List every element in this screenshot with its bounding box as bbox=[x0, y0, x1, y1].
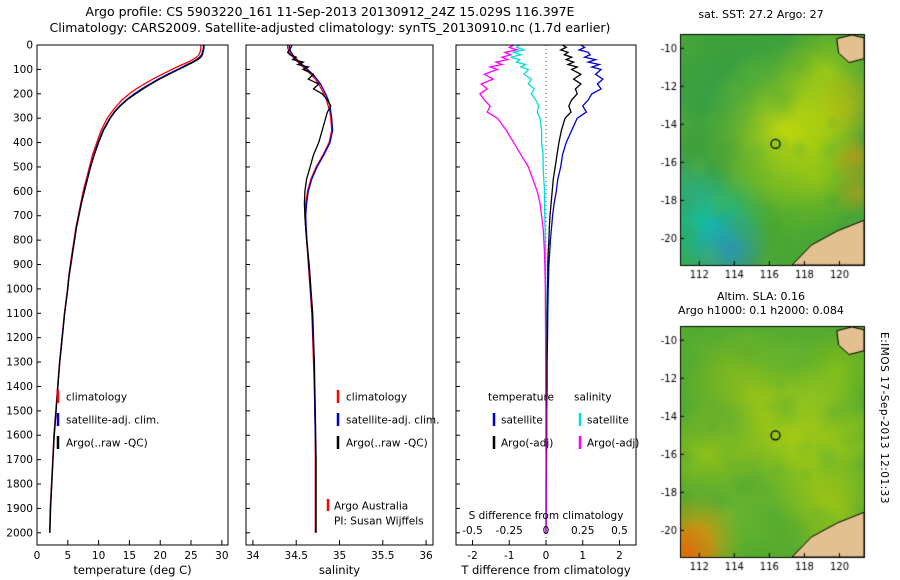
svg-text:1300: 1300 bbox=[6, 357, 33, 369]
svg-text:satellite: satellite bbox=[501, 415, 543, 427]
svg-text:1200: 1200 bbox=[6, 332, 33, 344]
svg-text:1700: 1700 bbox=[6, 454, 33, 466]
svg-text:temperature: temperature bbox=[488, 392, 554, 404]
svg-text:Argo(-adj): Argo(-adj) bbox=[587, 438, 639, 450]
figure-header: Argo profile: CS 5903220_161 11-Sep-2013… bbox=[5, 4, 655, 36]
svg-text:5: 5 bbox=[64, 550, 71, 562]
svg-text:0: 0 bbox=[543, 525, 550, 537]
svg-text:temperature (deg C): temperature (deg C) bbox=[73, 563, 191, 577]
svg-text:salinity: salinity bbox=[319, 563, 360, 577]
svg-text:200: 200 bbox=[13, 88, 33, 100]
sst-map bbox=[648, 28, 874, 284]
plot-title-line2: Climatology: CARS2009. Satellite-adjuste… bbox=[49, 20, 611, 35]
svg-text:34.5: 34.5 bbox=[285, 550, 308, 562]
svg-text:400: 400 bbox=[13, 137, 33, 149]
sst-map-title: sat. SST: 27.2 Argo: 27 bbox=[698, 8, 824, 21]
svg-text:PI: Susan Wijffels: PI: Susan Wijffels bbox=[334, 516, 424, 528]
svg-text:Argo(..raw -QC): Argo(..raw -QC) bbox=[66, 438, 148, 450]
plot-title-line1: Argo profile: CS 5903220_161 11-Sep-2013… bbox=[85, 4, 575, 19]
svg-text:900: 900 bbox=[13, 259, 33, 271]
svg-text:satellite: satellite bbox=[587, 415, 629, 427]
svg-text:30: 30 bbox=[215, 550, 228, 562]
svg-text:36: 36 bbox=[419, 550, 433, 562]
svg-text:-2: -2 bbox=[467, 550, 477, 562]
sla-map-title-line1: Altim. SLA: 0.16 bbox=[716, 290, 806, 303]
svg-text:-0.25: -0.25 bbox=[496, 525, 523, 537]
svg-text:1100: 1100 bbox=[6, 308, 33, 320]
sla-map-title-line2: Argo h1000: 0.1 h2000: 0.084 bbox=[678, 304, 844, 317]
svg-text:T difference from climatology: T difference from climatology bbox=[460, 563, 631, 577]
svg-text:1: 1 bbox=[579, 550, 586, 562]
svg-text:1800: 1800 bbox=[6, 479, 33, 491]
svg-text:satellite-adj. clim.: satellite-adj. clim. bbox=[346, 415, 439, 427]
svg-text:700: 700 bbox=[13, 210, 33, 222]
svg-text:Argo(-adj): Argo(-adj) bbox=[501, 438, 553, 450]
svg-text:1400: 1400 bbox=[6, 381, 33, 393]
svg-text:25: 25 bbox=[184, 550, 197, 562]
svg-text:2: 2 bbox=[616, 550, 623, 562]
svg-text:1000: 1000 bbox=[6, 283, 33, 295]
svg-text:S difference from climatology: S difference from climatology bbox=[469, 510, 624, 522]
svg-text:Argo Australia: Argo Australia bbox=[334, 501, 408, 513]
salinity-profile-panel: 34 34.5 35 35.5 36 salinity climatology satelli… bbox=[245, 44, 439, 577]
svg-text:-0.5: -0.5 bbox=[462, 525, 483, 537]
temperature-profile-panel: 0 5 10 15 20 25 300100200300400500600700800900… bbox=[6, 40, 228, 578]
difference-profile-panel: -2 -1 0 1 2T difference from climatology temp… bbox=[455, 44, 639, 577]
svg-text:0: 0 bbox=[26, 40, 33, 52]
svg-text:satellite-adj. clim.: satellite-adj. clim. bbox=[66, 415, 159, 427]
sla-map bbox=[648, 320, 874, 576]
svg-text:1500: 1500 bbox=[6, 405, 33, 417]
svg-text:35.5: 35.5 bbox=[371, 550, 394, 562]
svg-text:100: 100 bbox=[13, 64, 33, 76]
svg-text:2000: 2000 bbox=[6, 527, 33, 539]
svg-text:1600: 1600 bbox=[6, 430, 33, 442]
svg-text:35: 35 bbox=[333, 550, 346, 562]
svg-text:500: 500 bbox=[13, 161, 33, 173]
svg-text:Argo(..raw -QC): Argo(..raw -QC) bbox=[346, 438, 428, 450]
svg-text:20: 20 bbox=[154, 550, 167, 562]
svg-text:climatology: climatology bbox=[66, 392, 127, 404]
svg-text:-1: -1 bbox=[504, 550, 514, 562]
svg-text:0.5: 0.5 bbox=[611, 525, 628, 537]
svg-text:10: 10 bbox=[92, 550, 105, 562]
svg-text:800: 800 bbox=[13, 235, 33, 247]
timestamp-vertical-text: E:IMOS 17-Sep-2013 12:01:33 bbox=[878, 332, 890, 505]
svg-text:0.25: 0.25 bbox=[571, 525, 594, 537]
svg-text:1900: 1900 bbox=[6, 503, 33, 515]
sla-map-title: Altim. SLA: 0.16 Argo h1000: 0.1 h2000: … bbox=[648, 290, 874, 318]
svg-text:15: 15 bbox=[123, 550, 136, 562]
svg-text:600: 600 bbox=[13, 186, 33, 198]
svg-text:salinity: salinity bbox=[574, 392, 612, 404]
svg-text:0: 0 bbox=[34, 550, 41, 562]
svg-text:0: 0 bbox=[543, 550, 550, 562]
svg-text:climatology: climatology bbox=[346, 392, 407, 404]
svg-text:300: 300 bbox=[13, 113, 33, 125]
svg-text:34: 34 bbox=[246, 550, 260, 562]
